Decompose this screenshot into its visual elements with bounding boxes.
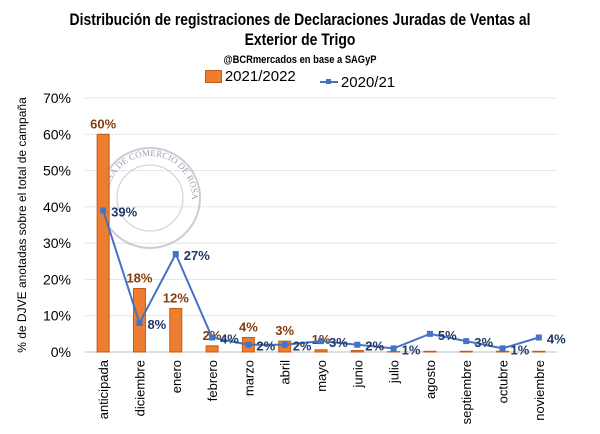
line-point — [245, 341, 252, 348]
line-data-label: 3% — [329, 335, 348, 350]
bar — [423, 350, 437, 353]
y-tick-label: 0% — [51, 344, 71, 360]
line-data-label: 2% — [365, 339, 384, 354]
x-tick-label: enero — [169, 360, 184, 393]
x-tick-label: noviembre — [532, 360, 547, 421]
line-data-label: 4% — [547, 331, 566, 346]
line-point — [463, 338, 470, 345]
bar — [169, 307, 183, 353]
legend-swatch-line — [319, 79, 338, 84]
x-tick-label: mayo — [314, 360, 329, 392]
line-point — [499, 345, 506, 352]
line-data-label: 2% — [293, 339, 312, 354]
y-tick-label: 10% — [43, 308, 71, 324]
chart-subtitle: @BCRmercados en base a SAGyP — [223, 54, 377, 66]
bar-data-label: 3% — [275, 323, 294, 338]
bar — [350, 350, 364, 353]
watermark-seal-inner — [116, 164, 184, 232]
legend-swatch-bar — [204, 70, 222, 83]
line-data-label: 5% — [438, 328, 457, 343]
bar — [96, 133, 110, 353]
bar-data-label: 4% — [239, 319, 258, 334]
line-data-label: 3% — [474, 335, 493, 350]
bar — [205, 345, 219, 353]
line-data-label: 1% — [511, 342, 530, 357]
x-tick-label: septiembre — [459, 360, 474, 424]
legend-label: 2021/2022 — [224, 68, 296, 85]
x-tick-label: marzo — [241, 360, 256, 396]
x-tick-label: diciembre — [132, 360, 147, 416]
line-point — [100, 207, 107, 214]
bar — [496, 350, 510, 353]
y-axis-label: % de DJVE anotadas sobre el total de cam… — [15, 97, 29, 353]
line-point — [354, 341, 361, 348]
y-tick-label: 60% — [43, 126, 71, 142]
bar — [314, 349, 328, 353]
line-data-label: 8% — [147, 317, 166, 332]
legend-item-2020-21: 2020/21 — [319, 73, 396, 91]
line-point — [390, 345, 397, 352]
line-point — [318, 338, 324, 345]
line-point — [172, 251, 179, 258]
line-point — [426, 330, 433, 337]
bar — [532, 350, 546, 353]
line-point — [209, 334, 216, 341]
y-tick-label: 70% — [43, 90, 71, 106]
legend: 2021/2022 2020/21 — [0, 68, 600, 91]
chart-title: Distribución de registraciones de Declar… — [69, 10, 531, 49]
y-tick-label: 30% — [43, 235, 71, 251]
bar-data-label: 12% — [163, 290, 189, 305]
legend-label: 2020/21 — [340, 73, 396, 91]
y-tick-label: 40% — [43, 199, 71, 215]
legend-item-2021-2022: 2021/2022 — [204, 68, 296, 85]
line-data-label: 2% — [256, 339, 275, 354]
y-tick-label: 20% — [43, 271, 71, 287]
x-tick-label: octubre — [496, 360, 511, 403]
y-tick-label: 50% — [43, 163, 71, 179]
x-tick-label: julio — [387, 360, 402, 384]
x-tick-label: agosto — [423, 360, 438, 399]
line-point — [136, 319, 143, 326]
x-tick-label: anticipada — [96, 359, 111, 419]
bar-data-label: 60% — [90, 116, 116, 131]
x-tick-label: abril — [278, 360, 293, 385]
line-data-label: 27% — [184, 248, 210, 263]
line-point — [281, 341, 288, 348]
line-point — [535, 334, 542, 341]
line-data-label: 39% — [111, 204, 137, 219]
bar-data-label: 18% — [126, 271, 152, 286]
line-data-label: 1% — [402, 342, 421, 357]
bar — [459, 350, 473, 353]
x-tick-label: junio — [350, 360, 365, 388]
line-data-label: 4% — [220, 331, 239, 346]
x-tick-label: febrero — [205, 360, 220, 401]
